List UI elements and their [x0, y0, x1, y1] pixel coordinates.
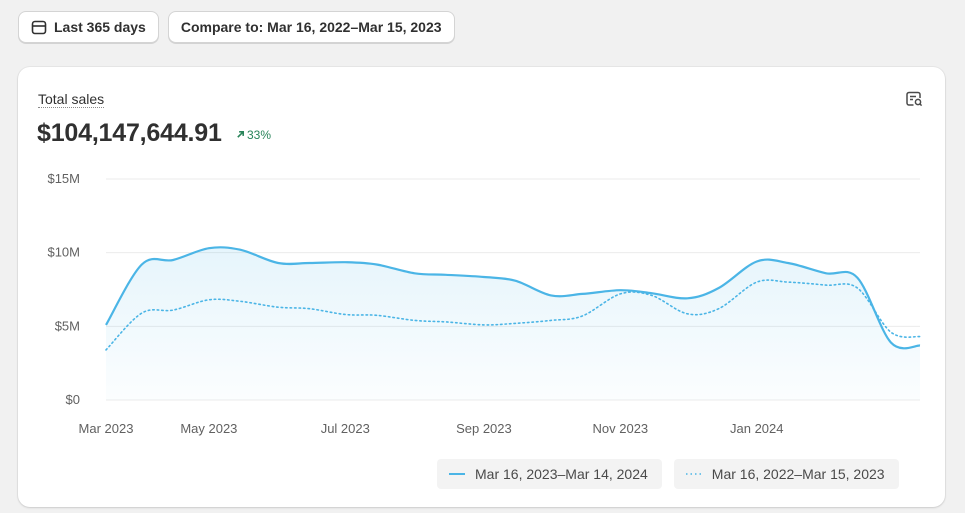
- card-title[interactable]: Total sales: [38, 91, 105, 108]
- calendar-icon: [31, 19, 47, 35]
- date-range-label: Last 365 days: [54, 19, 146, 35]
- total-sales-card: Total sales $104,147,644.91 33% $0 $5M $10…: [18, 67, 945, 507]
- change-value: 33%: [247, 128, 272, 142]
- solid-line-swatch: [449, 473, 465, 475]
- total-sales-value: $104,147,644.91: [37, 119, 222, 147]
- x-tick-label: Mar 2023: [79, 421, 134, 436]
- chart-insights-icon[interactable]: [904, 89, 924, 109]
- legend-label-previous: Mar 16, 2022–Mar 15, 2023: [711, 466, 885, 482]
- x-tick-label: Nov 2023: [593, 421, 649, 436]
- x-tick-label: May 2023: [180, 421, 237, 436]
- x-tick-label: Jul 2023: [321, 421, 370, 436]
- chart-legend: Mar 16, 2023–Mar 14, 2024 Mar 16, 2022–M…: [437, 459, 899, 489]
- y-tick-label: $5M: [55, 318, 80, 333]
- toolbar: Last 365 days Compare to: Mar 16, 2022–M…: [18, 11, 455, 43]
- y-tick-label: $0: [66, 392, 80, 407]
- y-tick-label: $10M: [47, 245, 80, 260]
- legend-label-current: Mar 16, 2023–Mar 14, 2024: [475, 466, 648, 482]
- x-tick-label: Jan 2024: [730, 421, 784, 436]
- compare-button[interactable]: Compare to: Mar 16, 2022–Mar 15, 2023: [167, 11, 455, 43]
- sales-chart: $0 $5M $10M $15M Mar 2023 May 2023 Jul 2023 Sep…: [47, 171, 921, 436]
- current-period-area: [106, 247, 920, 400]
- x-tick-label: Sep 2023: [456, 421, 512, 436]
- previous-period-line: [105, 279, 921, 351]
- legend-item-previous[interactable]: Mar 16, 2022–Mar 15, 2023: [673, 459, 899, 489]
- change-badge: 33%: [236, 128, 271, 142]
- current-period-line: [105, 246, 921, 350]
- dotted-line-swatch: [685, 473, 702, 475]
- arrow-up-right-icon: [236, 128, 245, 142]
- compare-label: Compare to: Mar 16, 2022–Mar 15, 2023: [180, 19, 442, 35]
- date-range-button[interactable]: Last 365 days: [18, 11, 159, 43]
- legend-item-current[interactable]: Mar 16, 2023–Mar 14, 2024: [437, 459, 662, 489]
- y-tick-label: $15M: [47, 171, 80, 186]
